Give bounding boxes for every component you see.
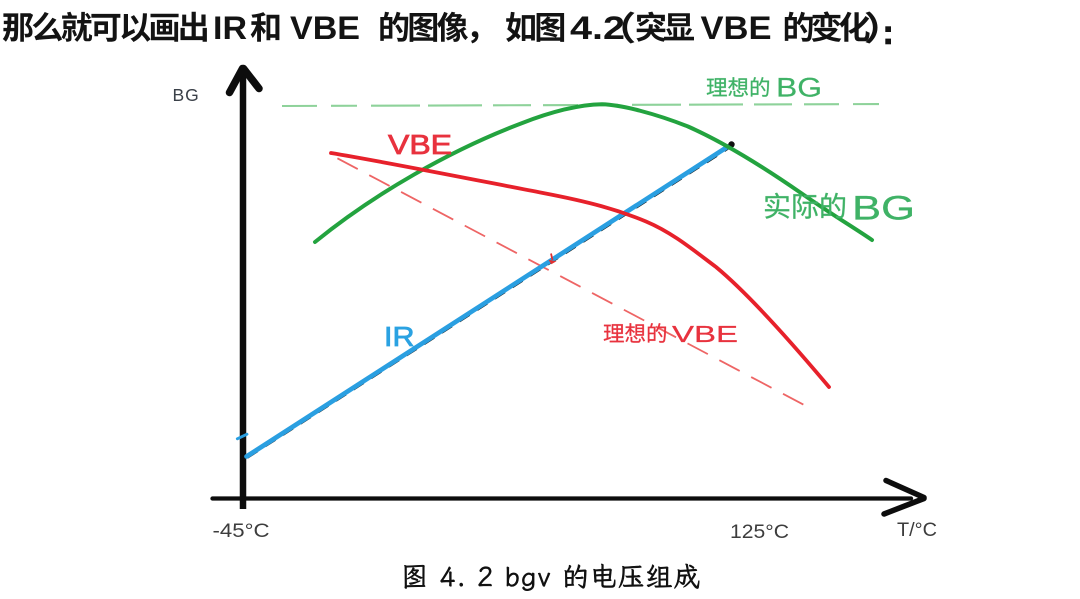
svg-text:IR: IR — [384, 321, 415, 352]
svg-text:BG: BG — [776, 73, 822, 103]
svg-text:BG: BG — [852, 190, 915, 228]
svg-text:T/°C: T/°C — [897, 519, 937, 541]
svg-text:BG: BG — [173, 85, 200, 105]
svg-text:4.2: 4.2 — [570, 10, 625, 46]
svg-text:VBE: VBE — [290, 10, 360, 46]
svg-text:VBE: VBE — [388, 129, 452, 160]
svg-text:VBE: VBE — [701, 10, 772, 46]
svg-text:IR: IR — [213, 10, 247, 46]
svg-text:VBE: VBE — [672, 321, 738, 347]
svg-text:-45°C: -45°C — [213, 520, 270, 542]
svg-text:125°C: 125°C — [730, 521, 789, 543]
